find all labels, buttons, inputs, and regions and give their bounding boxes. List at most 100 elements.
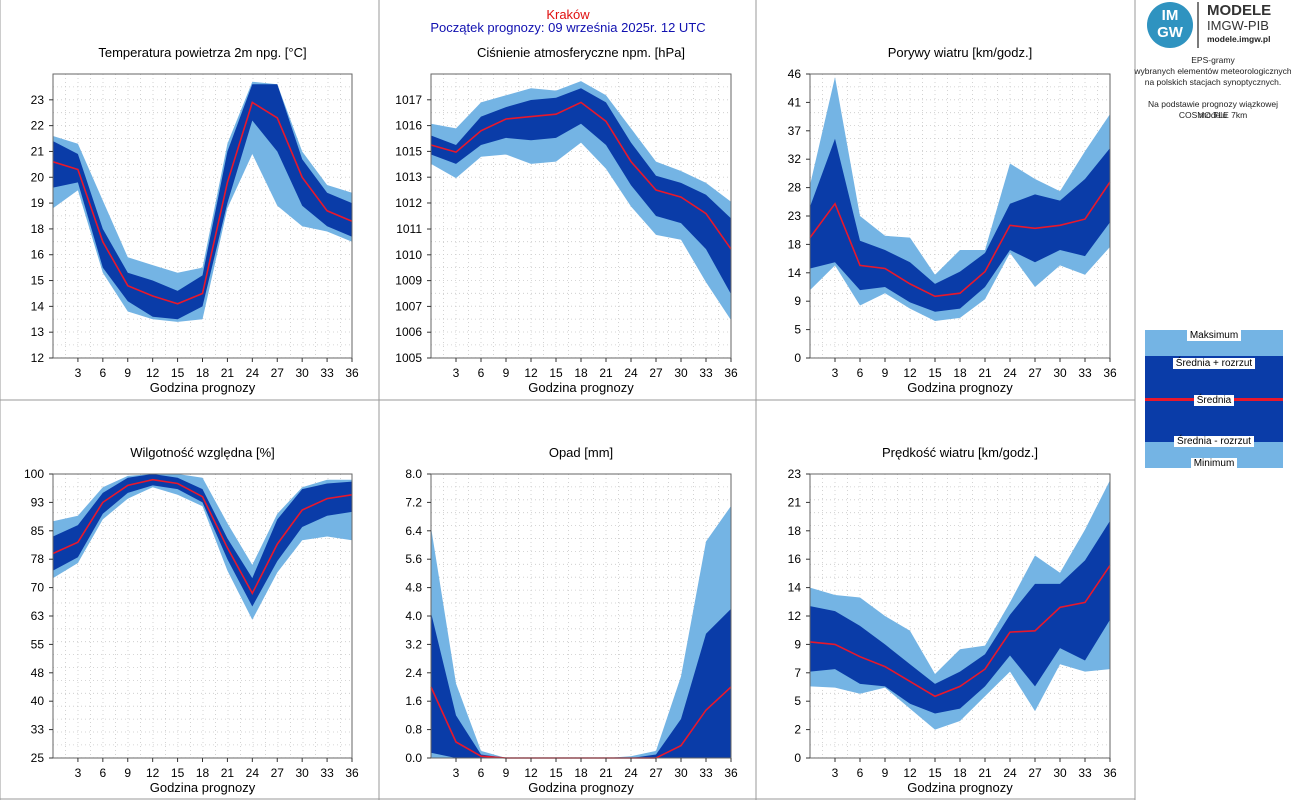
y-tick-label: 5 xyxy=(794,323,801,337)
y-tick-label: 3.2 xyxy=(405,637,422,651)
band-spread xyxy=(53,474,352,607)
x-tick-label: 30 xyxy=(1053,766,1067,780)
y-tick-label: 21 xyxy=(788,495,802,509)
x-tick-label: 36 xyxy=(1103,366,1117,380)
chart-title: Opad [mm] xyxy=(549,445,613,460)
x-tick-label: 15 xyxy=(549,766,563,780)
info-line-5: COSMO TLE 7km xyxy=(1178,110,1248,120)
y-tick-label: 1.6 xyxy=(405,694,422,708)
y-tick-label: 1005 xyxy=(395,351,422,365)
x-tick-label: 24 xyxy=(624,766,638,780)
chart-title: Ciśnienie atmosferyczne npm. [hPa] xyxy=(477,45,685,60)
x-tick-label: 24 xyxy=(624,366,638,380)
y-tick-label: 15 xyxy=(31,274,45,288)
legend-label-mean-plus: Średnia + rozrzut xyxy=(1145,358,1283,369)
x-tick-label: 18 xyxy=(574,366,588,380)
x-tick-label: 30 xyxy=(674,366,688,380)
legend-label-min: Minimum xyxy=(1145,458,1283,469)
x-tick-label: 24 xyxy=(1003,766,1017,780)
mean-line xyxy=(430,101,732,250)
y-tick-label: 4.0 xyxy=(405,609,422,623)
chart-title: Wilgotność względna [%] xyxy=(130,445,275,460)
x-tick-label: 27 xyxy=(1028,766,1042,780)
x-tick-label: 27 xyxy=(271,766,285,780)
x-tick-label: 33 xyxy=(1078,766,1092,780)
y-tick-label: 9 xyxy=(794,294,801,308)
x-tick-label: 3 xyxy=(453,366,460,380)
y-tick-label: 8.0 xyxy=(405,467,422,481)
info-line-2: wybranych elementów meteorologicznych xyxy=(1134,66,1291,76)
x-tick-label: 9 xyxy=(124,766,131,780)
y-tick-label: 6.4 xyxy=(405,524,422,538)
x-tick-label: 3 xyxy=(832,766,839,780)
x-tick-label: 30 xyxy=(674,766,688,780)
y-tick-label: 41 xyxy=(788,95,802,109)
info-line-4: Na podstawie prognozy wiązkowej modelu xyxy=(1148,99,1278,120)
x-tick-label: 9 xyxy=(503,366,510,380)
chart-5: 3 6 9 12 15 18 21 24 27 30 33 360.00.81.62.43.24.04… xyxy=(405,445,738,795)
chart-3: 3 6 9 12 15 18 21 24 27 30 33 360591418232832374146… xyxy=(788,45,1117,395)
mean-line xyxy=(52,101,353,305)
x-tick-label: 30 xyxy=(295,766,309,780)
x-tick-label: 18 xyxy=(196,366,210,380)
y-tick-label: 23 xyxy=(31,93,45,107)
x-tick-label: 27 xyxy=(649,366,663,380)
y-tick-label: 1007 xyxy=(395,299,422,313)
logo-url: modele.imgw.pl xyxy=(1207,34,1271,44)
x-tick-label: 33 xyxy=(1078,366,1092,380)
chart-4: 3 6 9 12 15 18 21 24 27 30 33 362533404855637078859… xyxy=(24,445,359,795)
info-line-1: EPS-gramy xyxy=(1191,55,1235,65)
x-tick-label: 15 xyxy=(171,766,185,780)
band-spread xyxy=(53,84,352,320)
y-tick-label: 48 xyxy=(31,666,45,680)
x-tick-label: 36 xyxy=(1103,766,1117,780)
y-tick-label: 18 xyxy=(788,524,802,538)
y-tick-label: 22 xyxy=(31,119,45,133)
x-tick-label: 6 xyxy=(478,366,485,380)
y-tick-label: 33 xyxy=(31,723,45,737)
y-tick-label: 23 xyxy=(788,467,802,481)
y-tick-label: 70 xyxy=(31,581,45,595)
y-tick-label: 93 xyxy=(31,495,45,509)
x-tick-label: 24 xyxy=(1003,366,1017,380)
y-tick-label: 28 xyxy=(788,181,802,195)
x-tick-label: 33 xyxy=(699,366,713,380)
y-tick-label: 1006 xyxy=(395,325,422,339)
y-tick-label: 1009 xyxy=(395,274,422,288)
y-tick-label: 1017 xyxy=(395,93,422,107)
x-tick-label: 33 xyxy=(320,366,334,380)
x-tick-label: 3 xyxy=(453,766,460,780)
y-tick-label: 20 xyxy=(31,170,45,184)
imgw-logo: IM GW MODELE IMGW-PIB modele.imgw.pl xyxy=(1145,2,1287,50)
station-name: Kraków xyxy=(546,7,590,22)
x-tick-label: 9 xyxy=(124,366,131,380)
x-tick-label: 18 xyxy=(196,766,210,780)
logo-mark-line1: IM xyxy=(1161,7,1179,24)
y-tick-label: 37 xyxy=(788,124,802,138)
chart-2: 3 6 9 12 15 18 21 24 27 30 33 361005100610071009101… xyxy=(395,45,738,395)
y-tick-label: 85 xyxy=(31,524,45,538)
logo-title: MODELE xyxy=(1207,2,1272,19)
x-tick-label: 9 xyxy=(882,766,889,780)
legend-label-mean: Średnia xyxy=(1145,395,1283,406)
y-tick-label: 1016 xyxy=(395,119,422,133)
x-tick-label: 27 xyxy=(1028,366,1042,380)
x-tick-label: 33 xyxy=(699,766,713,780)
band-spread xyxy=(431,608,731,758)
y-tick-label: 46 xyxy=(788,67,802,81)
x-tick-label: 27 xyxy=(649,766,663,780)
x-tick-label: 12 xyxy=(903,766,917,780)
x-tick-label: 15 xyxy=(928,366,942,380)
y-tick-label: 13 xyxy=(31,325,45,339)
info-line-3: na polskich stacjach synoptycznych. xyxy=(1144,77,1282,87)
x-tick-label: 12 xyxy=(903,366,917,380)
x-tick-label: 6 xyxy=(99,366,106,380)
x-tick-label: 12 xyxy=(146,766,160,780)
x-tick-label: 12 xyxy=(524,366,538,380)
legend-label-max: Maksimum xyxy=(1145,330,1283,341)
x-tick-label: 21 xyxy=(599,366,613,380)
x-tick-label: 3 xyxy=(75,766,82,780)
x-tick-label: 6 xyxy=(99,766,106,780)
y-tick-label: 5 xyxy=(794,694,801,708)
